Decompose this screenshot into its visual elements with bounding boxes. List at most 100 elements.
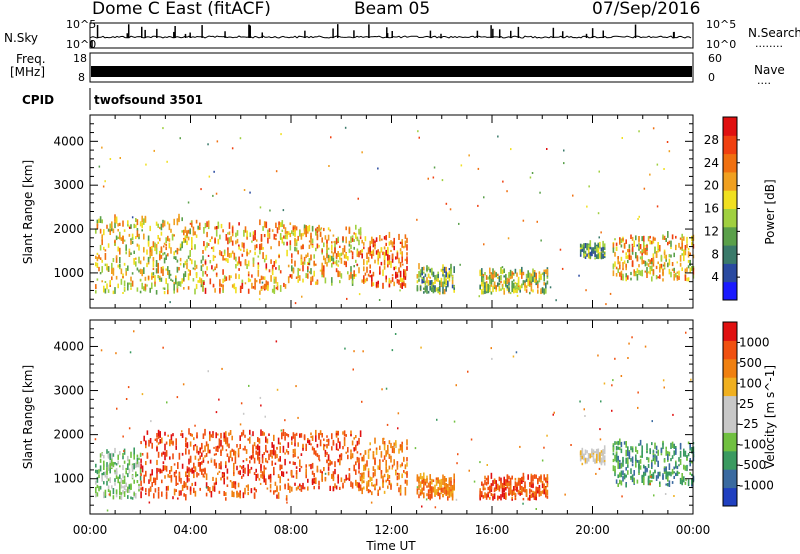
echo-cell bbox=[670, 471, 672, 477]
echo-cell bbox=[316, 280, 319, 284]
echo-cell bbox=[99, 458, 102, 463]
echo-cell bbox=[631, 456, 634, 464]
echo-cell bbox=[391, 277, 394, 282]
echo-cell bbox=[305, 273, 307, 278]
nsky-panel: 10^5 10^0 10^5 10^0 N.Sky N.Search .....… bbox=[4, 18, 800, 51]
echo-cell bbox=[646, 267, 648, 274]
echo-cell bbox=[285, 471, 288, 474]
echo-speck bbox=[664, 493, 667, 495]
echo-speck bbox=[129, 226, 131, 229]
echo-cell bbox=[297, 279, 299, 283]
echo-cell bbox=[639, 465, 642, 470]
echo-cell bbox=[538, 274, 541, 278]
echo-cell bbox=[493, 281, 496, 288]
echo-cell bbox=[135, 462, 137, 468]
echo-speck bbox=[264, 415, 266, 418]
echo-speck bbox=[483, 196, 485, 199]
echo-cell bbox=[427, 489, 430, 494]
echo-cell bbox=[104, 281, 107, 283]
echo-cell bbox=[427, 280, 430, 286]
echo-cell bbox=[244, 467, 246, 474]
echo-cell bbox=[633, 269, 635, 273]
echo-speck bbox=[656, 163, 659, 166]
echo-speck bbox=[546, 434, 548, 437]
echo-cell bbox=[283, 224, 285, 229]
echo-cell bbox=[532, 483, 534, 489]
echo-cell bbox=[646, 456, 648, 460]
echo-cell bbox=[546, 276, 549, 279]
echo-cell bbox=[115, 256, 118, 263]
echo-cell bbox=[203, 280, 205, 283]
echo-cell bbox=[440, 268, 443, 272]
echo-cell bbox=[429, 286, 431, 291]
echo-cell bbox=[292, 453, 295, 458]
echo-cell bbox=[162, 267, 164, 271]
echo-cell bbox=[383, 236, 386, 240]
echo-cell bbox=[181, 433, 184, 438]
echo-cell bbox=[252, 286, 255, 289]
echo-cell bbox=[519, 285, 521, 290]
echo-cell bbox=[315, 435, 317, 442]
echo-cell bbox=[175, 489, 177, 492]
echo-speck bbox=[248, 384, 250, 387]
echo-speck bbox=[357, 197, 359, 200]
echo-cell bbox=[106, 462, 108, 468]
echo-cell bbox=[385, 279, 387, 283]
echo-cell bbox=[647, 481, 650, 486]
echo-cell bbox=[127, 455, 129, 462]
echo-cell bbox=[364, 463, 367, 471]
echo-cell bbox=[600, 252, 603, 260]
cpid-label: CPID bbox=[22, 93, 54, 107]
echo-cell bbox=[241, 242, 244, 248]
echo-cell bbox=[160, 231, 163, 236]
echo-cell bbox=[199, 462, 201, 467]
echo-cell bbox=[191, 240, 193, 245]
echo-cell bbox=[683, 236, 685, 241]
echo-cell bbox=[545, 287, 547, 294]
echo-cell bbox=[401, 251, 403, 258]
echo-cell bbox=[532, 493, 534, 498]
echo-cell bbox=[136, 464, 139, 468]
echo-cell bbox=[104, 253, 107, 255]
echo-cell bbox=[652, 236, 655, 241]
echo-cell bbox=[427, 290, 430, 294]
echo-cell bbox=[242, 460, 245, 463]
echo-cell bbox=[151, 482, 153, 487]
echo-cell bbox=[211, 265, 213, 270]
echo-cell bbox=[257, 255, 260, 258]
echo-cell bbox=[522, 487, 525, 492]
echo-cell bbox=[324, 449, 327, 455]
echo-cell bbox=[178, 267, 180, 271]
echo-cell bbox=[448, 486, 451, 490]
echo-cell bbox=[310, 268, 312, 275]
echo-cell bbox=[217, 433, 219, 436]
echo-cell bbox=[257, 264, 260, 270]
echo-cell bbox=[482, 277, 485, 284]
echo-cell bbox=[540, 475, 542, 482]
echo-cell bbox=[277, 458, 280, 462]
echo-cell bbox=[305, 232, 307, 236]
echo-cell bbox=[545, 487, 547, 493]
echo-cell bbox=[641, 445, 643, 452]
echo-cell bbox=[153, 477, 155, 481]
echo-cell bbox=[167, 253, 169, 257]
echo-speck bbox=[685, 479, 687, 482]
echo-cell bbox=[492, 278, 494, 282]
echo-cell bbox=[646, 467, 648, 471]
echo-cell bbox=[275, 222, 277, 228]
velocity-colorbar-label: Velocity [m s^-1] bbox=[763, 365, 777, 469]
echo-cell bbox=[311, 470, 314, 475]
echo-cell bbox=[106, 480, 108, 486]
echo-cell bbox=[627, 461, 629, 465]
echo-cell bbox=[199, 455, 201, 460]
echo-cell bbox=[269, 483, 272, 489]
echo-cell bbox=[163, 220, 166, 227]
echo-cell bbox=[385, 479, 387, 483]
echo-cell bbox=[489, 485, 491, 493]
echo-cell bbox=[485, 282, 488, 288]
echo-cell bbox=[207, 486, 209, 492]
echo-cell bbox=[671, 234, 674, 240]
echo-cell bbox=[212, 485, 214, 492]
echo-cell bbox=[107, 478, 110, 482]
echo-cell bbox=[123, 475, 126, 479]
